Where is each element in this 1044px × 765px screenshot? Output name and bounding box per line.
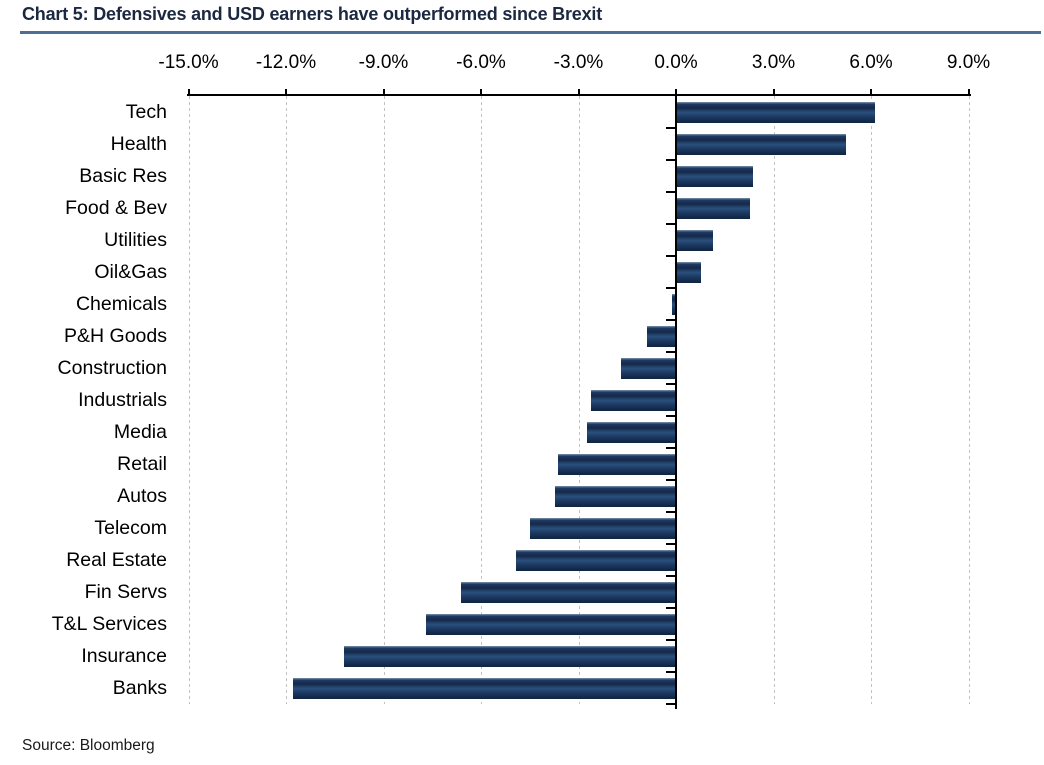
zero-axis-row-tick (666, 639, 675, 641)
x-axis-tick--12 (285, 89, 287, 96)
zero-axis-row-tick (666, 447, 675, 449)
bar-construction (621, 357, 675, 379)
source-note: Source: Bloomberg (22, 737, 155, 754)
zero-axis-row-tick (666, 703, 675, 705)
zero-axis-row-tick (666, 255, 675, 257)
category-label-oil-gas: Oil&Gas (94, 261, 167, 283)
category-label-tech: Tech (125, 101, 167, 123)
x-axis-label--9: -9.0% (358, 52, 409, 73)
zero-axis-row-tick (666, 543, 675, 545)
gridline--12 (286, 96, 287, 704)
title-underline-rule (20, 31, 1041, 34)
category-label-food-bev: Food & Bev (65, 197, 167, 219)
bar-oil-gas (677, 261, 702, 283)
zero-axis-row-tick (666, 159, 675, 161)
x-axis-tick-0 (675, 89, 677, 96)
x-axis-label--15: -15.0% (158, 52, 219, 73)
gridline--9 (383, 96, 385, 704)
x-axis-tick--3 (577, 89, 580, 96)
x-axis-tick-3 (772, 89, 775, 96)
category-label-industrials: Industrials (78, 389, 167, 411)
bar-media (587, 421, 675, 443)
zero-axis-row-tick (666, 127, 675, 129)
x-axis-tick--9 (382, 89, 385, 96)
x-axis-tick--6 (480, 89, 482, 96)
category-label-telecom: Telecom (94, 517, 167, 539)
zero-axis-row-tick (666, 607, 675, 609)
zero-axis-row-tick (666, 351, 675, 353)
x-axis-tick-9 (967, 89, 970, 96)
bar-chemicals (671, 293, 675, 315)
x-axis-label-3: 3.0% (751, 52, 796, 73)
bar-insurance (343, 645, 675, 667)
bar-fin-servs (460, 581, 675, 603)
zero-axis-line (675, 96, 677, 709)
category-label-retail: Retail (117, 453, 167, 475)
zero-axis-row-tick (666, 479, 675, 481)
gridline--3 (578, 96, 580, 704)
bar-industrials (590, 389, 675, 411)
bar-banks (293, 677, 675, 699)
zero-axis-row-tick (666, 383, 675, 385)
x-axis-label-0: 0.0% (654, 52, 698, 73)
category-label-fin-servs: Fin Servs (84, 581, 167, 603)
category-label-autos: Autos (117, 485, 167, 507)
x-axis-tick-6 (870, 89, 872, 96)
bar-telecom (530, 517, 675, 539)
chart-title: Chart 5: Defensives and USD earners have… (22, 4, 603, 24)
bar-t-l-services (426, 613, 675, 635)
x-axis-label--3: -3.0% (553, 52, 604, 73)
category-label-construction: Construction (57, 357, 167, 379)
category-label-t-l-services: T&L Services (51, 613, 167, 635)
x-axis-tick--15 (187, 89, 190, 96)
zero-axis-row-tick (666, 671, 675, 673)
category-label-insurance: Insurance (81, 645, 167, 667)
zero-axis-row-tick (666, 511, 675, 513)
gridline--6 (481, 96, 482, 704)
zero-axis-row-tick (666, 319, 675, 321)
x-axis-line (186, 94, 971, 96)
zero-axis-row-tick (666, 575, 675, 577)
gridline-3 (773, 96, 775, 704)
x-axis-label--6: -6.0% (456, 52, 506, 73)
category-label-media: Media (113, 421, 167, 443)
bar-utilities (677, 229, 713, 251)
category-label-health: Health (110, 133, 167, 155)
zero-axis-row-tick (666, 223, 675, 225)
category-label-p-h-goods: P&H Goods (64, 325, 167, 347)
bar-food-bev (677, 197, 751, 219)
gridline-9 (968, 96, 970, 704)
bar-retail (558, 453, 675, 475)
bar-real-estate (515, 549, 675, 571)
bar-health (677, 133, 846, 155)
gridline-6 (871, 96, 872, 704)
x-axis-label--12: -12.0% (255, 52, 317, 73)
category-label-chemicals: Chemicals (75, 293, 167, 315)
bar-autos (554, 485, 675, 507)
zero-axis-row-tick (666, 191, 675, 193)
bar-basic-res (677, 165, 754, 187)
x-axis-label-9: 9.0% (946, 52, 991, 73)
category-label-basic-res: Basic Res (79, 165, 167, 187)
category-label-banks: Banks (112, 677, 167, 699)
zero-axis-row-tick (666, 287, 675, 289)
x-axis-label-6: 6.0% (849, 52, 893, 73)
zero-axis-row-tick (666, 415, 675, 417)
bar-tech (677, 101, 876, 123)
bar-p-h-goods (647, 325, 675, 347)
gridline--15 (188, 96, 190, 704)
category-label-real-estate: Real Estate (66, 549, 167, 571)
category-label-utilities: Utilities (104, 229, 167, 251)
